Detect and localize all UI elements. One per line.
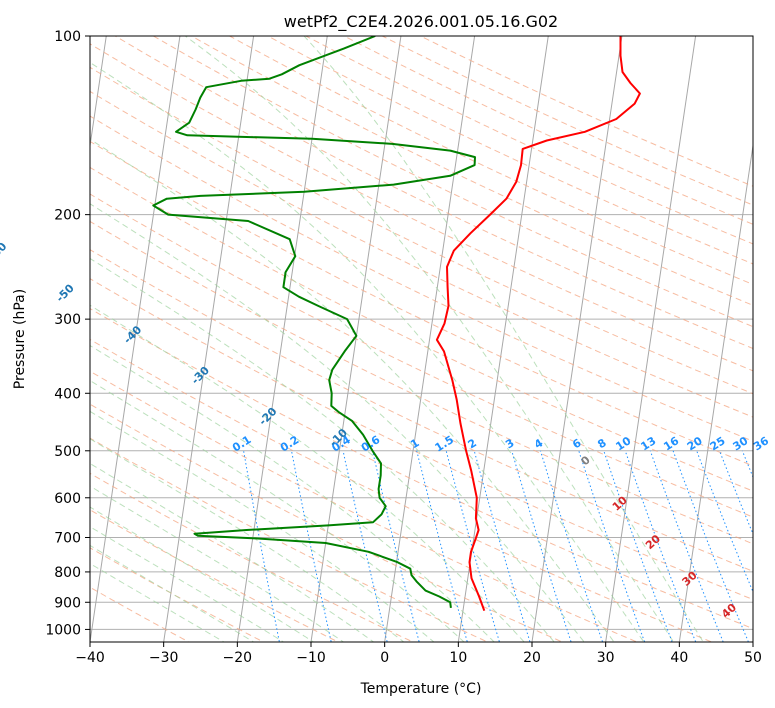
isotherm-line: [752, 638, 753, 642]
dry-adiabat-line: [90, 472, 415, 642]
moist-adiabat-line: [90, 462, 375, 642]
dry-adiabat-line: [90, 140, 753, 467]
x-tick-label: 50: [744, 650, 762, 666]
y-axis-label: Pressure (hPa): [12, 289, 28, 389]
dry-adiabat-line: [90, 338, 714, 642]
y-tick-label: 900: [54, 595, 81, 611]
dry-adiabat-line: [90, 249, 753, 572]
profile-lines: [152, 36, 641, 612]
x-tick-label: −10: [296, 650, 326, 666]
isotherm-line: [531, 36, 623, 642]
dry-adiabat-line: [152, 36, 753, 328]
isotherm-label: -50: [54, 281, 77, 304]
temperature-profile-line: [435, 36, 641, 612]
isotherm-line: [90, 36, 107, 150]
mixing-ratio-line: [672, 450, 749, 642]
x-tick-label: −20: [223, 650, 253, 666]
moist-adiabat-line: [90, 203, 585, 642]
mixing-ratio-line: [243, 450, 280, 642]
mixing-ratio-line: [540, 450, 604, 642]
moist-adiabat-line: [90, 138, 615, 642]
dry-adiabat-line: [90, 220, 753, 545]
isotherm-line: [236, 36, 328, 642]
mixing-ratio-line: [372, 450, 420, 642]
moist-adiabat-line: [185, 36, 675, 642]
moist-adiabat-line: [90, 61, 645, 642]
x-tick-label: −40: [75, 650, 105, 666]
moist-adiabat-line: [90, 438, 405, 642]
mixing-ratio-label: 36: [751, 434, 771, 453]
y-tick-label: 400: [54, 386, 81, 402]
y-tick-label: 600: [54, 491, 81, 507]
y-tick-label: 1000: [45, 622, 81, 638]
moist-adiabat-line: [90, 379, 465, 642]
dry-adiabat-line: [90, 370, 639, 642]
dry-adiabat-line: [228, 36, 753, 285]
moist-adiabat-line: [90, 344, 495, 642]
isotherm-line: [310, 36, 402, 642]
x-tick-label: 40: [670, 650, 688, 666]
isotherm-line: [605, 36, 697, 642]
line-labels: 0.10.20.40.611.52346810131620253036-100-…: [0, 240, 771, 621]
dewpoint-profile-line: [152, 36, 476, 609]
plot-frame: [89, 35, 754, 643]
mixing-ratio-line: [342, 450, 388, 642]
x-tick-label: −30: [149, 650, 179, 666]
dry-adiabat-line: [90, 66, 753, 395]
mixing-ratio-line: [445, 450, 500, 642]
x-tick-label: 20: [523, 650, 541, 666]
axis-ticks: −40 −30 −20 −10 0 10 20 30 40 50 100 200 300 400 500 60…: [45, 29, 762, 666]
y-tick-label: 300: [54, 312, 81, 328]
moist-adiabat-line: [90, 544, 255, 642]
mixing-ratio-line: [649, 450, 724, 642]
isotherm-label: -60: [0, 240, 10, 263]
dry-adiabat-line: [90, 307, 753, 630]
dry-adiabat-line: [90, 90, 753, 418]
moist-adiabat-line: [303, 36, 704, 642]
moist-adiabat-line: [90, 526, 285, 642]
moist-adiabat-line: [90, 257, 555, 642]
mixing-ratio-line: [416, 450, 468, 642]
mixing-ratio-line: [291, 450, 332, 642]
x-axis-label: Temperature (°C): [360, 681, 482, 697]
dry-adiabat-line: [90, 509, 340, 642]
y-tick-label: 500: [54, 444, 81, 460]
moist-adiabat-line: [90, 304, 525, 642]
x-tick-label: 0: [380, 650, 389, 666]
isotherm-line: [163, 36, 255, 642]
y-tick-label: 200: [54, 208, 81, 224]
mixing-ratio-line: [473, 450, 531, 642]
moist-adiabat-line: [90, 562, 225, 642]
isotherm-line: [90, 36, 181, 642]
dry-adiabat-line: [90, 547, 265, 642]
mixing-ratio-line: [763, 451, 775, 650]
isotherm-line: [384, 36, 476, 642]
dry-adiabat-line: [114, 36, 753, 350]
mixing-ratio-line: [511, 450, 572, 642]
y-tick-label: 800: [54, 565, 81, 581]
x-tick-label: 10: [449, 650, 467, 666]
dry-adiabat-line: [90, 437, 489, 642]
x-tick-label: 30: [597, 650, 615, 666]
y-tick-label: 100: [54, 29, 81, 45]
chart-title: wetPf2_C2E4.2026.001.05.16.G02: [284, 12, 558, 32]
y-tick-label: 700: [54, 531, 81, 547]
dry-adiabat-line: [90, 193, 753, 518]
